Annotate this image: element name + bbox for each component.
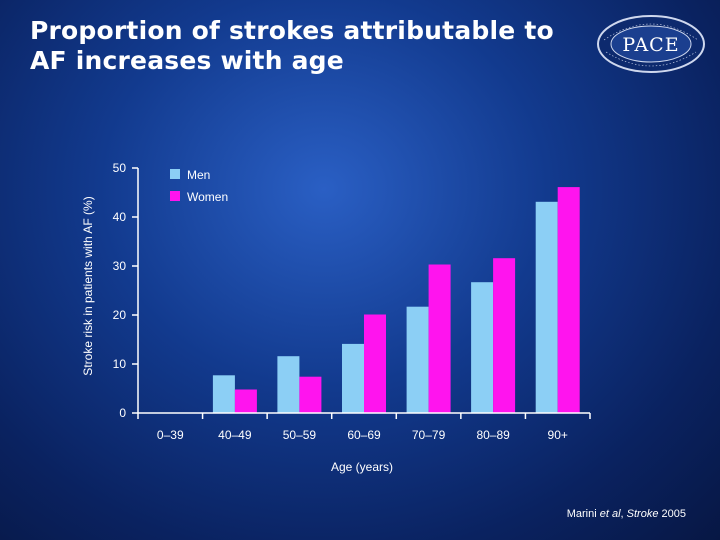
y-tick-label-4: 40	[113, 210, 127, 224]
x-tick-label-6: 90+	[548, 428, 568, 442]
x-tick-label-2: 50–59	[283, 428, 317, 442]
y-tick-label-0: 0	[119, 406, 126, 420]
bar-men-6	[535, 201, 558, 413]
y-tick-label-1: 10	[113, 357, 127, 371]
citation-year: 2005	[661, 508, 686, 520]
citation-journal: Stroke	[626, 508, 659, 520]
citation-authors: Marini	[566, 508, 597, 520]
chart-labels: 0 10 20 30 40 50 0–39 40–49 50–59 60–69 70–79 80–89…	[81, 161, 568, 474]
y-axis-title: Stroke risk in patients with AF (%)	[81, 196, 95, 375]
bar-women-3	[364, 314, 386, 413]
pace-logo: PACE	[597, 15, 705, 73]
citation-etal: et al	[599, 508, 621, 520]
bar-women-4	[428, 264, 451, 413]
x-tick-label-5: 80–89	[476, 428, 510, 442]
bar-men-2	[277, 356, 300, 413]
bar-women-2	[299, 376, 322, 413]
bar-women-6	[557, 187, 580, 413]
legend-swatch-women	[170, 191, 180, 201]
legend-label-men: Men	[187, 168, 210, 182]
legend-label-women: Women	[187, 190, 228, 204]
slide-title-line-2: AF increases with age	[30, 46, 344, 75]
x-axis-title: Age (years)	[331, 460, 393, 474]
y-tick-label-3: 30	[113, 259, 127, 273]
y-tick-label-2: 20	[113, 308, 127, 322]
bar-women-1	[234, 389, 257, 413]
bar-men-4	[406, 306, 429, 413]
slide-title-line-1: Proportion of strokes attributable to	[30, 16, 554, 45]
x-tick-label-4: 70–79	[412, 428, 446, 442]
x-tick-label-1: 40–49	[218, 428, 252, 442]
bar-men-1	[212, 375, 235, 413]
chart-axes	[132, 167, 591, 419]
legend-swatch-men	[170, 169, 180, 179]
bar-women-5	[493, 258, 516, 413]
citation: Marini et al, Stroke 2005	[566, 508, 686, 520]
y-tick-label-5: 50	[113, 161, 127, 175]
x-tick-label-3: 60–69	[347, 428, 381, 442]
pace-logo-text: PACE	[622, 34, 679, 56]
bar-men-5	[471, 282, 494, 413]
slide-title: Proportion of strokes attributable to AF…	[30, 16, 590, 76]
x-tick-label-0: 0–39	[157, 428, 184, 442]
chart-legend: Men Women	[170, 168, 228, 204]
bar-men-3	[342, 343, 364, 413]
chart-bars	[212, 187, 580, 413]
